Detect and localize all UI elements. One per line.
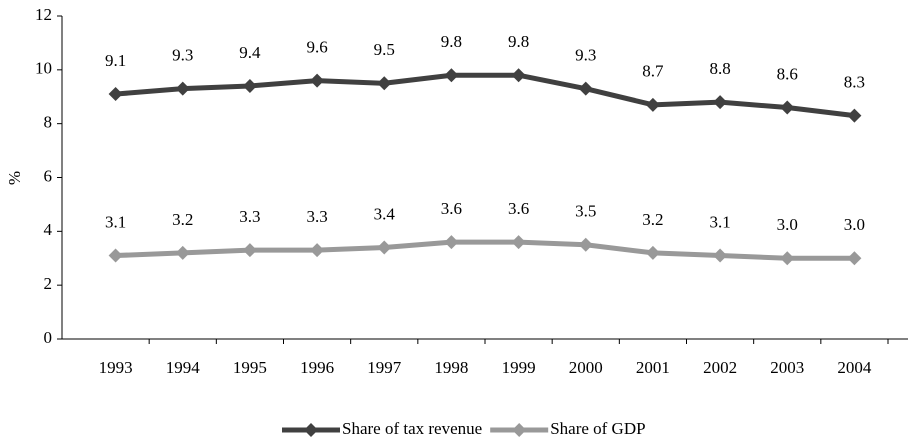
point-marker [242,243,257,258]
point-marker [847,251,862,266]
x-tick-label: 2003 [770,358,804,377]
x-tick-label: 2001 [636,358,670,377]
y-tick-label: 10 [35,59,52,78]
data-label: 3.3 [306,207,327,226]
y-tick-label: 8 [44,113,53,132]
data-label: 8.3 [844,72,865,91]
legend-marker [512,423,527,437]
x-tick-label: 1995 [233,358,267,377]
point-marker [444,235,459,250]
data-label: 3.5 [575,202,596,221]
point-marker [108,248,123,263]
y-tick-label: 0 [44,328,53,347]
x-tick-label: 1994 [166,358,201,377]
point-marker [578,81,593,96]
point-marker [780,100,795,115]
data-label: 8.8 [709,59,730,78]
data-label: 3.1 [105,212,126,231]
data-label: 9.3 [575,46,596,65]
data-label: 9.4 [239,43,261,62]
point-marker [713,248,728,263]
y-tick-label: 4 [44,220,53,239]
point-marker [108,87,123,102]
x-tick-label: 1999 [502,358,536,377]
point-marker [310,73,325,88]
point-marker [175,245,190,260]
point-marker [645,245,660,260]
legend-label: Share of GDP [550,419,645,438]
point-marker [377,76,392,91]
series-line [115,72,855,119]
data-label: 3.1 [709,212,730,231]
point-marker [175,81,190,96]
x-tick-label: 1993 [99,358,133,377]
point-marker [310,243,325,258]
point-marker [444,68,459,83]
y-tick-label: 6 [44,166,53,185]
point-marker [645,97,660,112]
data-label: 9.3 [172,46,193,65]
point-marker [780,251,795,266]
data-label: 3.6 [508,199,529,218]
data-label: 8.6 [777,64,798,83]
data-label: 3.6 [441,199,462,218]
data-label: 9.8 [441,32,462,51]
point-marker [578,237,593,252]
legend-label: Share of tax revenue [342,419,482,438]
point-marker [511,235,526,250]
y-tick-label: 2 [44,274,53,293]
data-label: 9.8 [508,32,529,51]
x-tick-label: 2000 [569,358,603,377]
point-marker [242,78,257,93]
point-marker [377,240,392,255]
y-axis-label: % [5,171,24,185]
point-marker [713,95,728,110]
data-label: 8.7 [642,62,664,81]
point-marker [511,68,526,83]
data-label: 9.6 [306,38,327,57]
series-line [115,239,855,261]
x-tick-label: 2002 [703,358,737,377]
data-label: 3.2 [642,210,663,229]
point-marker [847,108,862,123]
data-label: 9.5 [374,40,395,59]
x-tick-label: 1996 [300,358,334,377]
data-label: 3.2 [172,210,193,229]
legend-marker [304,423,318,437]
data-label: 3.0 [777,215,798,234]
data-label: 3.4 [374,204,396,223]
x-tick-label: 1998 [434,358,468,377]
data-label: 9.1 [105,51,126,70]
y-tick-label: 12 [35,5,52,24]
x-tick-label: 1997 [367,358,402,377]
data-label: 3.3 [239,207,260,226]
x-tick-label: 2004 [837,358,872,377]
data-label: 3.0 [844,215,865,234]
